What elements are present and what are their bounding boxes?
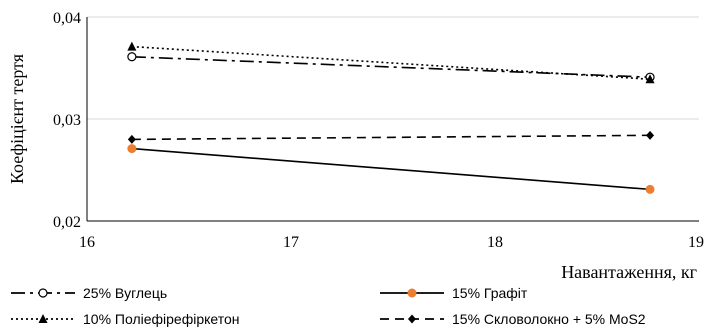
data-point	[127, 52, 137, 62]
data-point	[38, 314, 48, 323]
series-layer	[127, 41, 655, 194]
data-point	[38, 288, 48, 298]
data-point	[646, 130, 655, 140]
legend-label: 10% Поліефірефіркетон	[83, 311, 240, 327]
legend-item-2: 15% Графіт	[380, 285, 528, 301]
data-point	[408, 314, 416, 324]
x-tick-labels: 16 17 18 19	[79, 234, 704, 251]
legend-label: 15% Графіт	[452, 285, 528, 301]
data-point	[407, 288, 417, 298]
series-2	[127, 144, 655, 194]
x-tick-label: 18	[487, 234, 503, 251]
series-line	[131, 45, 651, 81]
axes	[86, 17, 699, 222]
y-tick-label: 0,04	[53, 10, 81, 27]
data-point	[127, 134, 136, 144]
legend-item-1: 25% Вуглець	[11, 285, 167, 301]
legend-label: 25% Вуглець	[83, 285, 167, 301]
x-tick-label: 19	[688, 234, 704, 251]
series-1	[127, 52, 655, 82]
legend-item-3: 10% Поліефірефіркетон	[11, 311, 240, 327]
grid	[87, 16, 699, 120]
x-tick-label: 17	[283, 234, 299, 251]
data-point	[645, 184, 655, 194]
series-3	[127, 41, 655, 84]
data-point	[127, 41, 137, 51]
series-4	[127, 130, 655, 144]
y-tick-label: 0,02	[53, 214, 81, 231]
data-point	[127, 144, 137, 154]
series-line	[131, 55, 651, 78]
series-line	[131, 134, 651, 141]
series-line	[131, 147, 651, 191]
data-point	[645, 74, 655, 84]
y-axis-label: Коефіцієнт тертя	[7, 54, 27, 184]
x-axis-label: Навантаження, кг	[561, 262, 697, 282]
x-tick-label: 16	[79, 234, 95, 251]
y-tick-labels: 0,02 0,03 0,04	[53, 10, 81, 231]
y-tick-label: 0,03	[53, 112, 81, 129]
legend-label: 15% Скловолокно + 5% MoS2	[452, 311, 646, 327]
legend: 25% Вуглець 15% Графіт 10% Поліефірефіркет…	[11, 285, 646, 327]
legend-item-4: 15% Скловолокно + 5% MoS2	[380, 311, 646, 327]
